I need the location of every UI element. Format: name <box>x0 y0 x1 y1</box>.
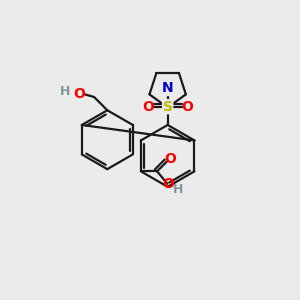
Text: S: S <box>163 100 173 114</box>
Text: O: O <box>74 87 85 101</box>
Text: H: H <box>172 182 183 196</box>
Text: N: N <box>162 82 173 95</box>
Text: O: O <box>142 100 154 114</box>
Text: O: O <box>165 152 177 166</box>
Text: H: H <box>59 85 70 98</box>
Text: O: O <box>162 177 174 191</box>
Text: O: O <box>182 100 193 114</box>
